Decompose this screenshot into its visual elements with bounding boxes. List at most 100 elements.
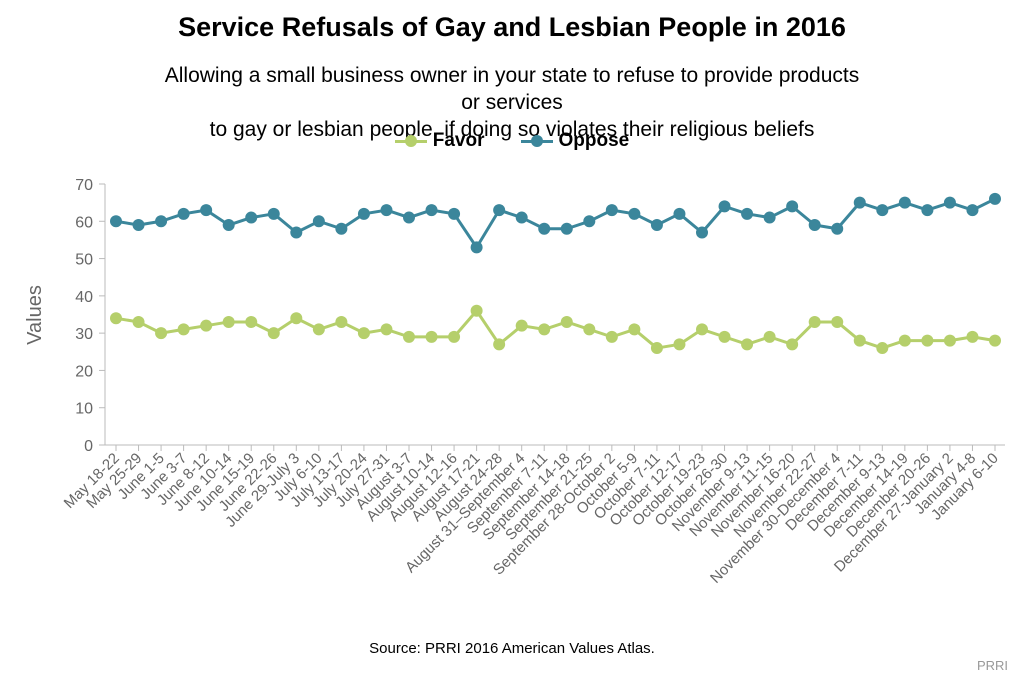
data-point-favor xyxy=(493,338,506,351)
data-point-oppose xyxy=(493,204,506,217)
data-point-favor xyxy=(245,315,258,328)
source-note: Source: PRRI 2016 American Values Atlas. xyxy=(369,640,655,657)
data-point-favor xyxy=(448,330,461,343)
data-point-favor xyxy=(290,312,303,325)
data-point-favor xyxy=(560,315,573,328)
y-tick-label: 50 xyxy=(75,252,93,269)
credit-label: PRRI xyxy=(976,658,1008,673)
data-point-favor xyxy=(763,330,776,343)
data-point-favor xyxy=(989,334,1001,347)
data-point-oppose xyxy=(357,207,370,220)
data-point-favor xyxy=(335,315,348,328)
y-tick-label: 10 xyxy=(75,401,93,418)
data-point-oppose xyxy=(650,219,663,232)
subtitle-line-1: Allowing a small business owner in your … xyxy=(164,64,860,114)
data-point-oppose xyxy=(155,215,168,228)
data-point-oppose xyxy=(110,215,122,228)
data-point-oppose xyxy=(470,241,483,254)
legend-item-favor[interactable]: Favor xyxy=(394,130,485,152)
data-point-oppose xyxy=(876,204,889,217)
data-point-oppose xyxy=(267,207,280,220)
chart-legend: Favor Oppose xyxy=(0,130,1024,152)
series-line-oppose xyxy=(115,197,996,249)
data-point-favor xyxy=(831,315,844,328)
data-point-favor xyxy=(583,323,596,336)
data-point-favor xyxy=(786,338,799,351)
data-point-oppose xyxy=(853,196,866,209)
data-point-oppose xyxy=(538,222,551,235)
y-tick-label: 40 xyxy=(75,289,93,306)
data-point-oppose xyxy=(177,207,190,220)
data-point-favor xyxy=(966,330,979,343)
data-point-oppose xyxy=(943,196,956,209)
data-point-oppose xyxy=(831,222,844,235)
data-point-favor xyxy=(650,342,663,355)
data-point-favor xyxy=(943,334,956,347)
data-point-favor xyxy=(853,334,866,347)
subtitle-line-2: to gay or lesbian people, if doing so vi… xyxy=(209,118,815,141)
data-point-oppose xyxy=(245,211,258,224)
data-point-favor xyxy=(403,330,415,343)
data-point-favor xyxy=(515,319,528,332)
data-point-favor xyxy=(312,323,325,336)
data-point-oppose xyxy=(605,204,618,217)
data-point-oppose xyxy=(312,215,325,228)
data-point-favor xyxy=(741,338,754,351)
data-point-favor xyxy=(380,323,393,336)
data-point-favor xyxy=(628,323,641,336)
data-point-favor xyxy=(538,323,551,336)
data-point-favor xyxy=(177,323,190,336)
data-point-favor xyxy=(808,315,821,328)
data-point-favor xyxy=(673,338,686,351)
data-point-favor xyxy=(132,315,145,328)
data-point-oppose xyxy=(560,222,573,235)
data-point-oppose xyxy=(425,204,438,217)
data-point-oppose xyxy=(989,192,1001,205)
data-point-favor xyxy=(921,334,934,347)
legend-item-oppose[interactable]: Oppose xyxy=(520,130,630,152)
data-point-favor xyxy=(718,330,731,343)
data-point-favor xyxy=(357,327,370,340)
data-point-favor xyxy=(605,330,618,343)
data-point-favor xyxy=(155,327,168,340)
data-point-oppose xyxy=(696,226,708,239)
legend-swatch-oppose xyxy=(520,134,553,148)
chart-title: Service Refusals of Gay and Lesbian Peop… xyxy=(178,12,846,42)
legend-label-favor: Favor xyxy=(432,130,485,151)
data-point-oppose xyxy=(763,211,776,224)
y-tick-label: 0 xyxy=(84,438,93,455)
data-point-oppose xyxy=(335,222,348,235)
data-point-favor xyxy=(110,312,122,325)
data-point-favor xyxy=(267,327,280,340)
data-point-favor xyxy=(696,323,708,336)
data-point-oppose xyxy=(741,207,754,220)
data-point-oppose xyxy=(448,207,461,220)
data-point-oppose xyxy=(403,211,415,224)
data-point-oppose xyxy=(132,219,145,232)
data-point-oppose xyxy=(673,207,686,220)
data-point-favor xyxy=(200,319,213,332)
legend-label-oppose: Oppose xyxy=(558,130,630,151)
y-tick-label: 20 xyxy=(75,363,93,380)
data-point-oppose xyxy=(786,200,799,213)
data-point-oppose xyxy=(808,219,821,232)
y-tick-label: 60 xyxy=(75,214,93,231)
data-point-oppose xyxy=(898,196,911,209)
data-point-favor xyxy=(425,330,438,343)
data-point-oppose xyxy=(515,211,528,224)
data-point-oppose xyxy=(200,204,213,217)
data-point-oppose xyxy=(583,215,596,228)
y-tick-label: 70 xyxy=(75,177,93,194)
data-point-oppose xyxy=(966,204,979,217)
y-tick-label: 30 xyxy=(75,326,93,343)
series-line-favor xyxy=(115,309,996,350)
data-point-favor xyxy=(898,334,911,347)
data-point-favor xyxy=(470,304,483,317)
data-point-oppose xyxy=(718,200,731,213)
data-point-oppose xyxy=(921,204,934,217)
y-axis-label: Values xyxy=(24,285,46,345)
data-point-favor xyxy=(222,315,235,328)
data-point-oppose xyxy=(628,207,641,220)
data-point-favor xyxy=(876,342,889,355)
